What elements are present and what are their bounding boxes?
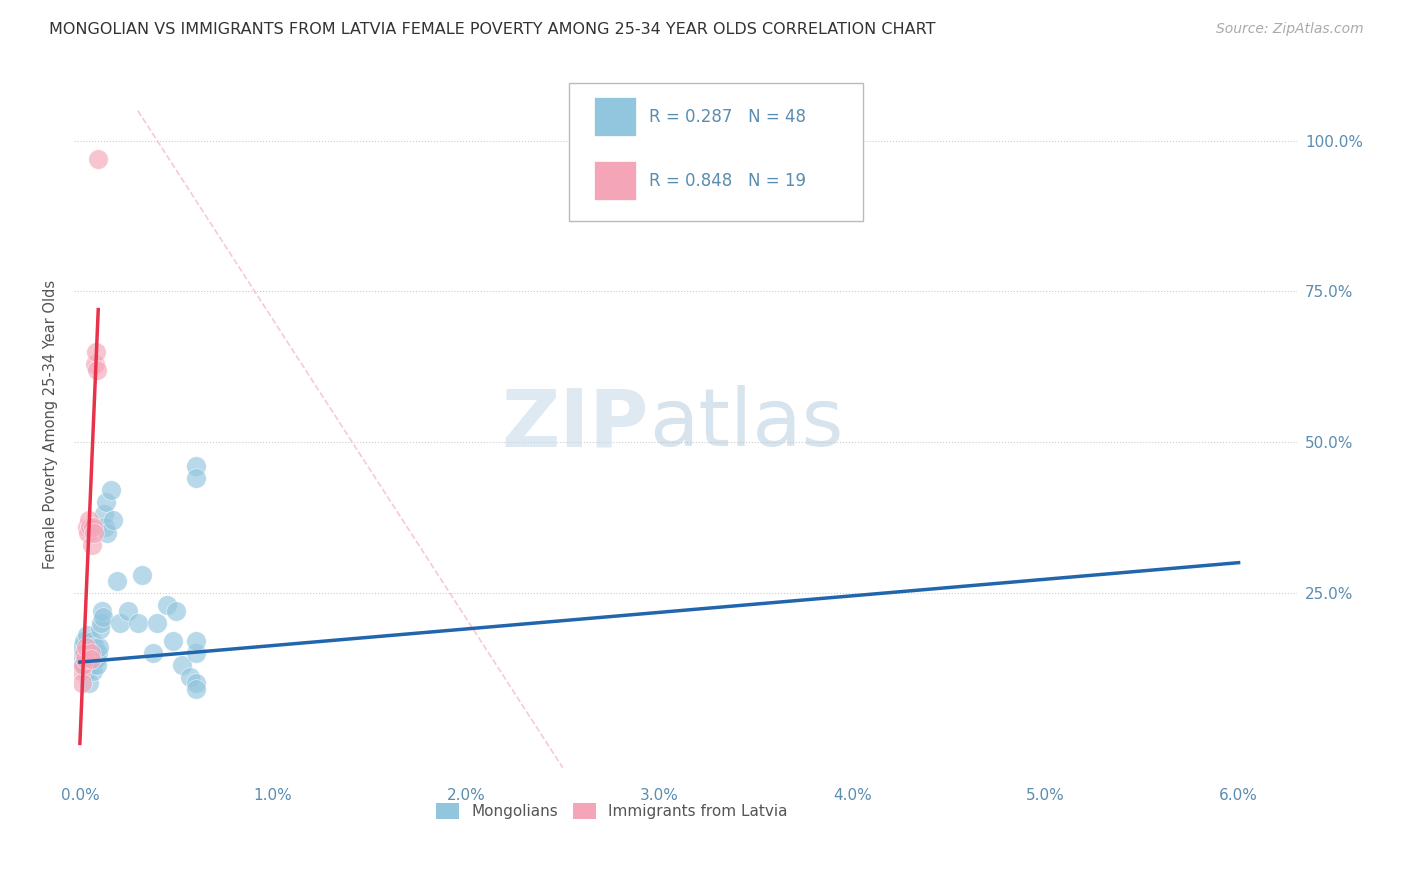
Point [87,152,110,166]
Point [179,670,201,684]
Point [127,615,149,630]
Point [79,646,101,660]
Point [86,363,108,377]
Point [76,628,98,642]
Point [72,658,94,673]
Point [75,664,97,678]
Point [162,634,184,648]
Point [70,640,93,654]
Point [100,483,122,498]
Point [101,513,124,527]
Point [89,622,111,636]
Text: R = 0.287   N = 48: R = 0.287 N = 48 [648,108,806,126]
Point [80,646,103,660]
Point [165,604,187,618]
Y-axis label: Female Poverty Among 25-34 Year Olds: Female Poverty Among 25-34 Year Olds [44,279,58,568]
Point [84,640,107,654]
Point [89,640,111,654]
Point [184,682,207,697]
FancyBboxPatch shape [569,83,862,221]
Point [84,652,107,666]
FancyBboxPatch shape [593,97,637,136]
FancyBboxPatch shape [593,161,637,200]
Point [79,640,101,654]
Point [80,652,103,666]
Point [76,519,98,533]
Point [184,471,207,485]
Point [82,519,104,533]
Point [91,604,114,618]
Point [70,652,93,666]
Point [75,640,97,654]
Point [82,538,104,552]
Point [184,646,207,660]
Point [73,652,96,666]
Text: atlas: atlas [648,385,844,463]
Point [83,525,105,540]
Point [117,604,139,618]
Legend: Mongolians, Immigrants from Latvia: Mongolians, Immigrants from Latvia [430,797,794,825]
Point [70,664,93,678]
Point [131,567,153,582]
Point [110,615,132,630]
Point [77,513,100,527]
Text: R = 0.848   N = 19: R = 0.848 N = 19 [648,172,806,190]
Point [70,676,93,690]
Point [82,664,104,678]
Point [76,652,98,666]
Point [82,634,104,648]
Point [73,646,96,660]
Point [86,658,108,673]
Point [91,610,114,624]
Point [83,652,105,666]
Point [79,519,101,533]
Point [84,344,107,359]
Point [79,658,101,673]
Point [184,459,207,474]
Point [94,519,117,533]
Point [105,574,128,588]
Point [77,676,100,690]
Point [146,615,169,630]
Point [87,646,110,660]
Point [84,357,107,371]
Text: ZIP: ZIP [502,385,648,463]
Point [96,525,118,540]
Point [94,495,117,509]
Point [156,598,179,612]
Point [93,508,115,522]
Point [90,615,112,630]
Point [142,646,165,660]
Text: Source: ZipAtlas.com: Source: ZipAtlas.com [1216,22,1364,37]
Point [73,634,96,648]
Point [72,658,94,673]
Point [172,658,194,673]
Point [184,676,207,690]
Point [184,634,207,648]
Text: MONGOLIAN VS IMMIGRANTS FROM LATVIA FEMALE POVERTY AMONG 25-34 YEAR OLDS CORRELA: MONGOLIAN VS IMMIGRANTS FROM LATVIA FEMA… [49,22,936,37]
Point [76,525,98,540]
Point [73,646,96,660]
